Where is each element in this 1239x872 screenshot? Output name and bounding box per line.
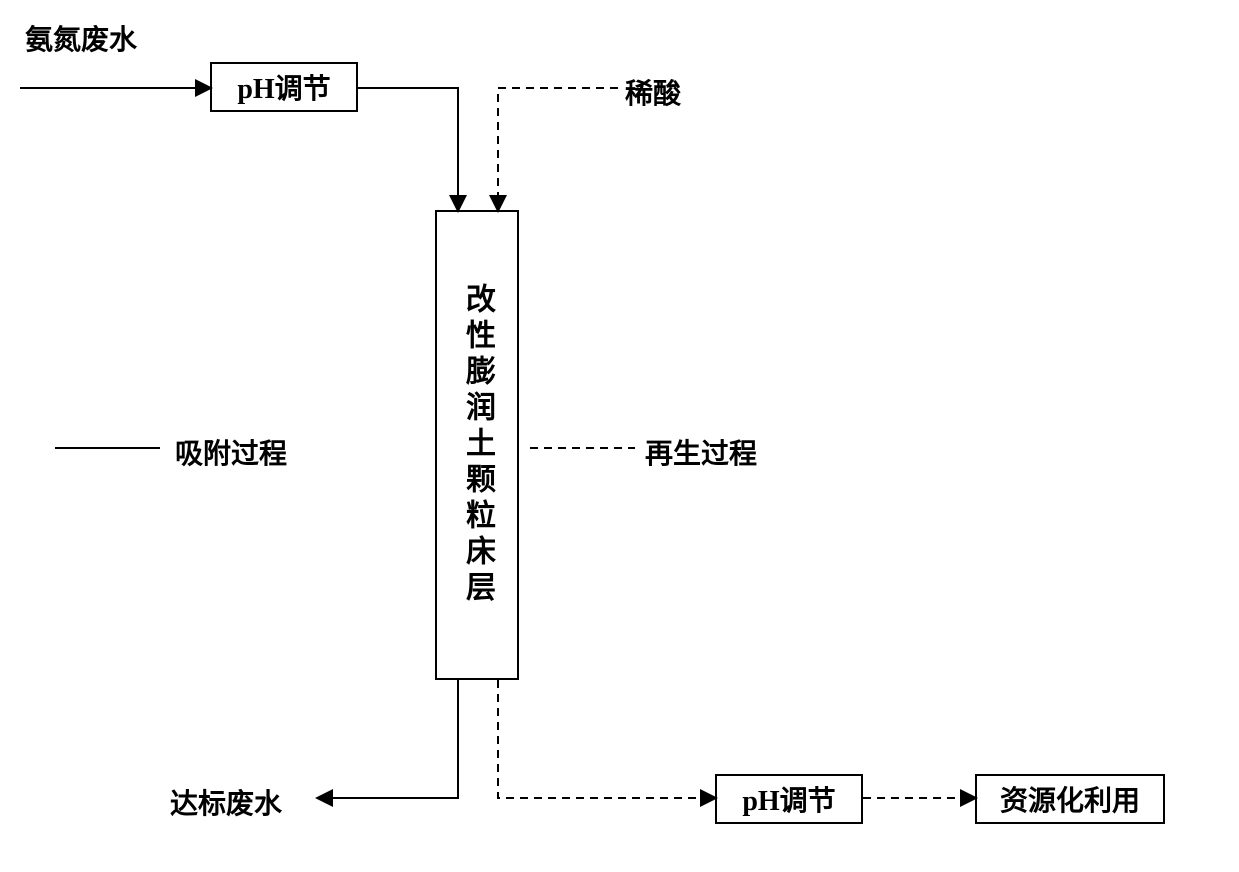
resource-utilization-text: 资源化利用 [1000,779,1140,819]
acid-label: 稀酸 [625,72,681,112]
arrow-bed-to-ph2 [498,680,715,798]
arrow-acid-to-bed [498,88,618,210]
resource-utilization-node: 资源化利用 [975,774,1165,824]
input-label: 氨氮废水 [25,18,137,58]
bentonite-bed-node: 改性膨润土颗粒床层 [435,210,519,680]
adsorption-legend-label: 吸附过程 [175,432,287,472]
arrow-ph1-to-bed [358,88,458,210]
ph-adjust-2-node: pH调节 [715,774,863,824]
ph-adjust-2-text: pH调节 [742,779,835,819]
ph-adjust-1-text: pH调节 [237,67,330,107]
output-water-label: 达标废水 [170,782,282,822]
regeneration-legend-label: 再生过程 [645,432,757,472]
ph-adjust-1-node: pH调节 [210,62,358,112]
arrow-bed-to-output [318,680,458,798]
bentonite-bed-text: 改性膨润土颗粒床层 [455,283,499,607]
